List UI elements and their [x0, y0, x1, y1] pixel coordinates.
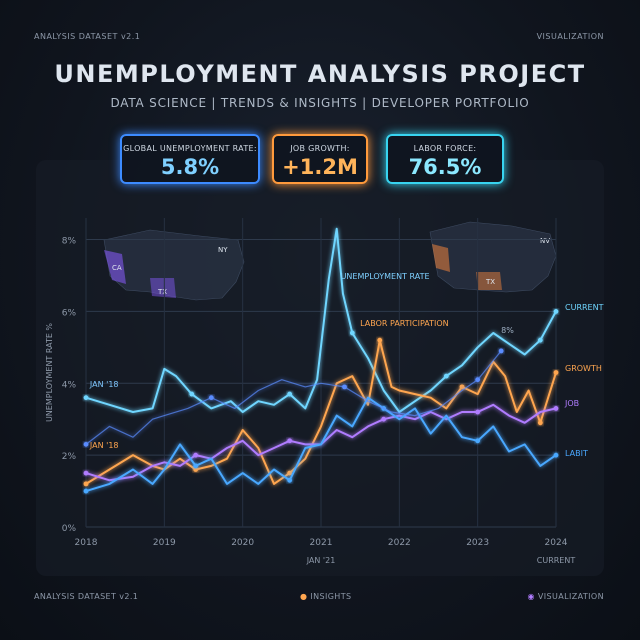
series-line-labit — [85, 396, 557, 493]
data-point — [381, 416, 387, 422]
data-point — [287, 438, 293, 444]
data-point — [475, 409, 481, 415]
series-end-label: GROWTH — [565, 364, 602, 373]
data-point — [537, 337, 543, 343]
data-point — [537, 420, 543, 426]
data-point — [475, 377, 481, 383]
x-sublabel: CURRENT — [537, 556, 576, 565]
visualization-dot-icon: ◉ — [527, 592, 538, 601]
y-tick-label: 6% — [62, 308, 77, 318]
data-point — [193, 452, 199, 458]
series-end-label: JOB — [564, 399, 579, 408]
x-sublabel: JAN '21 — [306, 556, 336, 565]
x-tick-label: 2020 — [231, 538, 254, 548]
data-point — [349, 330, 355, 336]
data-point — [83, 488, 89, 494]
series-line-unemployment-rate — [85, 350, 502, 445]
map-highlight-tx — [150, 278, 176, 298]
data-point — [553, 370, 559, 375]
series-line-current — [85, 227, 557, 413]
data-point — [287, 477, 293, 483]
kpi-label: GLOBAL UNEMPLOYMENT RATE: — [123, 144, 257, 153]
kpi-job-growth: JOB GROWTH: +1.2M — [272, 134, 368, 184]
kpi-value: 5.8% — [160, 155, 220, 179]
insights-dot-icon: ● — [300, 592, 311, 601]
x-tick-label: 2024 — [545, 538, 568, 548]
data-point — [189, 391, 195, 397]
data-point — [193, 467, 199, 472]
y-tick-label: 4% — [62, 380, 77, 390]
insights-text: INSIGHTS — [310, 592, 352, 601]
map-label: TX — [157, 288, 167, 296]
x-tick-label: 2021 — [310, 538, 333, 548]
map-label: NV — [540, 237, 550, 245]
data-point — [83, 481, 89, 487]
page-title: UNEMPLOYMENT ANALYSIS PROJECT — [54, 60, 586, 88]
kpi-label: JOB GROWTH: — [290, 144, 350, 153]
kpi-label: LABOR FORCE: — [413, 144, 477, 153]
data-point — [193, 463, 199, 469]
x-tick-label: 2019 — [153, 538, 176, 548]
data-point — [443, 373, 449, 379]
map-label: NY — [218, 246, 228, 254]
data-point — [83, 441, 89, 447]
kpi-value: +1.2M — [282, 155, 358, 179]
footer-insights-label: ● INSIGHTS — [300, 592, 352, 601]
map-highlight-ca-right — [432, 244, 450, 272]
data-point — [287, 470, 293, 476]
kpi-unemployment-rate: GLOBAL UNEMPLOYMENT RATE: 5.8% — [120, 134, 260, 184]
footer-visualization-label: ◉ VISUALIZATION — [528, 592, 604, 601]
data-point — [498, 348, 504, 354]
x-tick-label: 2023 — [466, 538, 489, 548]
map-label: TX — [485, 278, 495, 286]
chart-annotation: JAN '18 — [89, 441, 119, 450]
data-point — [459, 384, 465, 390]
visualization-label: VISUALIZATION — [536, 32, 604, 41]
chart-annotation: UNEMPLOYMENT RATE — [341, 272, 430, 281]
map-highlight-ca — [104, 250, 126, 284]
data-point — [83, 470, 89, 476]
dataset-version-label: ANALYSIS DATASET v2.1 — [34, 32, 141, 41]
y-tick-label: 8% — [62, 237, 77, 247]
visualization-text: VISUALIZATION — [537, 592, 604, 601]
series-line-growth — [85, 339, 557, 485]
series-line-job — [85, 403, 557, 482]
chart-annotation: LABOR PARTICIPATION — [360, 319, 449, 328]
map-label: CA — [112, 264, 122, 272]
data-point — [475, 438, 481, 444]
kpi-value: 76.5% — [408, 155, 482, 179]
data-point — [377, 337, 383, 343]
series-end-label: LABIT — [565, 449, 588, 458]
y-axis-label: UNEMPLOYMENT RATE % — [45, 323, 54, 422]
x-tick-label: 2022 — [388, 538, 411, 548]
chart-annotation: 8% — [501, 326, 514, 335]
kpi-labor-force: LABOR FORCE: 76.5% — [386, 134, 504, 184]
y-tick-label: 2% — [62, 452, 77, 462]
chart-annotation: JAN '18 — [89, 380, 119, 389]
data-point — [83, 395, 89, 401]
data-point — [287, 391, 293, 397]
data-point — [553, 452, 559, 458]
map-highlight-tx-right — [476, 272, 502, 290]
data-point — [553, 309, 559, 314]
us-map-left — [103, 229, 245, 301]
data-point — [553, 406, 559, 411]
series-end-label: CURRENT — [565, 303, 604, 312]
page-subtitle: DATA SCIENCE | TRENDS & INSIGHTS | DEVEL… — [110, 96, 530, 110]
data-point — [208, 395, 214, 401]
data-point — [342, 384, 347, 390]
x-tick-label: 2018 — [75, 538, 98, 548]
footer-dataset-label: ANALYSIS DATASET v2.1 — [34, 592, 139, 601]
y-tick-label: 0% — [62, 524, 77, 534]
